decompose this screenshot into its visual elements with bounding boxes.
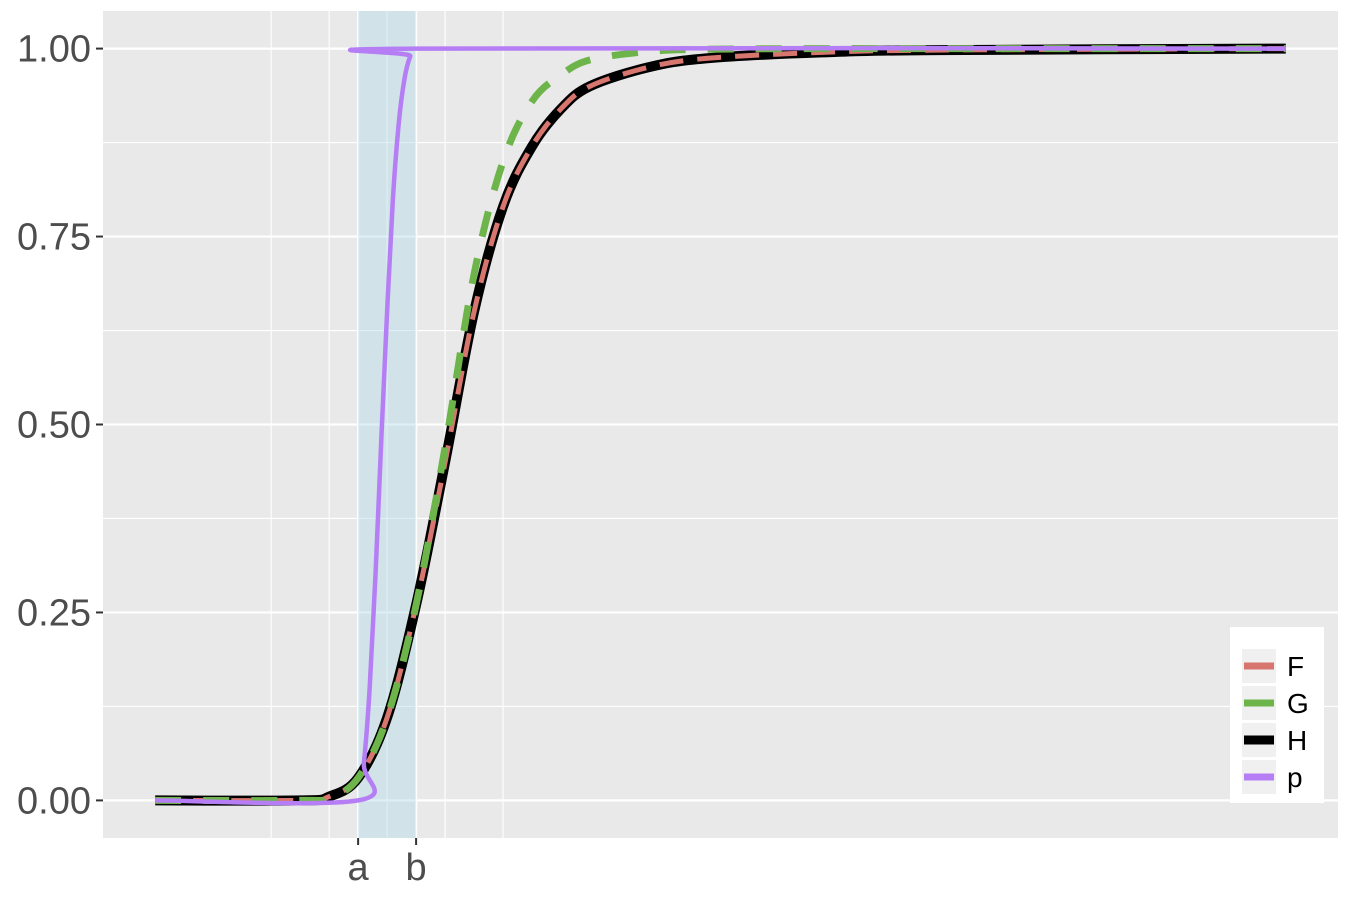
x-tick-label: a [348,847,370,889]
y-tick-label: 0.50 [17,405,91,447]
y-axis: 0.00 0.25 0.50 0.75 1.00 [17,29,103,822]
y-tick-label: 0.00 [17,780,91,822]
y-tick-label: 0.25 [17,592,91,634]
x-tick-label: b [406,847,427,889]
legend-label-F: F [1287,651,1304,682]
legend-label-G: G [1287,688,1309,719]
legend-label-H: H [1287,725,1307,756]
y-tick-label: 1.00 [17,29,91,71]
y-tick-label: 0.75 [17,217,91,259]
series-line-p [155,45,1286,806]
legend-label-p: p [1287,762,1303,793]
series-lines [155,43,1286,806]
